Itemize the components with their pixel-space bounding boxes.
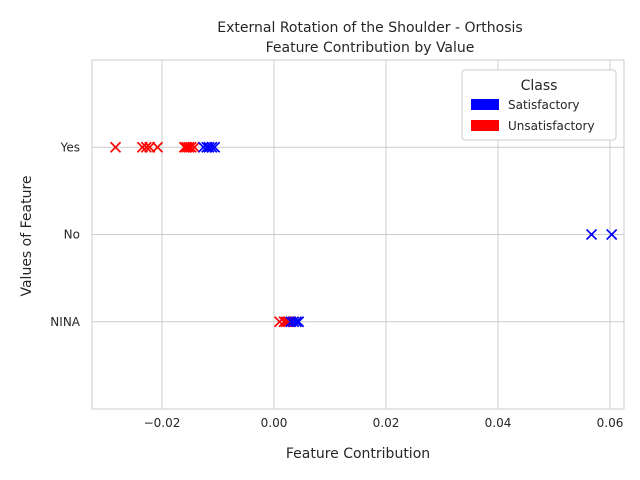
- legend-title: Class: [521, 78, 558, 94]
- ticks-layer: −0.02 0.00 0.02 0.04 0.06 NINA No Yes: [50, 140, 623, 430]
- chart-title-line1: External Rotation of the Shoulder - Orth…: [217, 20, 522, 36]
- data-point: [201, 141, 213, 153]
- y-tick-label: Yes: [60, 140, 80, 154]
- legend-label-satisfactory: Satisfactory: [508, 98, 580, 112]
- data-point: [282, 316, 295, 328]
- data-point: [151, 141, 164, 153]
- x-axis-label: Feature Contribution: [286, 446, 430, 462]
- legend-swatch-unsatisfactory: [471, 120, 499, 131]
- chart-title-line2: Feature Contribution by Value: [266, 40, 475, 56]
- data-point: [109, 141, 122, 153]
- data-point: [585, 228, 598, 241]
- data-point: [185, 141, 197, 153]
- x-tick-label: 0.02: [373, 416, 400, 430]
- legend-label-unsatisfactory: Unsatisfactory: [508, 119, 595, 133]
- data-point: [288, 316, 300, 328]
- data-point: [140, 141, 152, 153]
- legend-box: [461, 69, 617, 141]
- y-axis-label: Values of Feature: [19, 175, 35, 296]
- x-tick-label: −0.02: [144, 416, 181, 430]
- data-point: [144, 141, 156, 153]
- points-layer: [109, 141, 618, 328]
- x-tick-label: 0.04: [485, 416, 512, 430]
- data-point: [293, 316, 305, 328]
- legend: Class Satisfactory Unsatisfactory: [461, 69, 617, 141]
- y-tick-label: NINA: [50, 315, 80, 329]
- legend-swatch-satisfactory: [471, 99, 499, 110]
- data-point: [181, 141, 193, 153]
- y-tick-label: No: [64, 228, 80, 242]
- data-point: [209, 141, 221, 153]
- plot-frame: [91, 59, 625, 410]
- data-point: [606, 228, 618, 241]
- x-tick-label: 0.06: [597, 416, 624, 430]
- data-point: [290, 316, 302, 328]
- data-point: [206, 141, 218, 153]
- data-point: [188, 141, 201, 153]
- x-tick-label: 0.00: [261, 416, 288, 430]
